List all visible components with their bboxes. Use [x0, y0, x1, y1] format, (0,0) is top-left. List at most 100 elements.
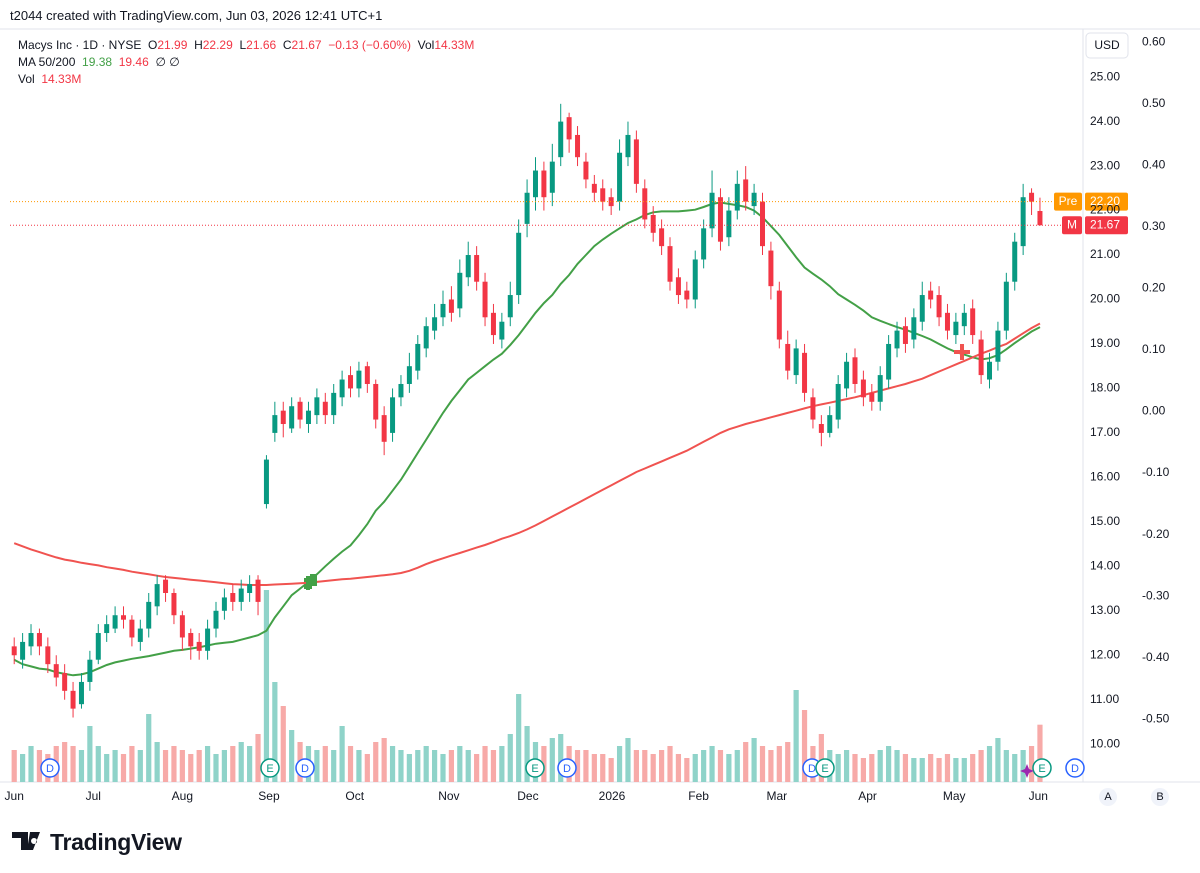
candle-body — [112, 615, 118, 629]
y-tick-label: 24.00 — [1090, 114, 1120, 128]
candle-body — [289, 406, 295, 429]
volume-bar — [263, 590, 270, 782]
event-label: D — [808, 763, 816, 775]
candle-body — [331, 392, 337, 416]
candle-body — [78, 681, 84, 705]
volume-bar — [650, 754, 656, 782]
volume-bar — [406, 754, 412, 782]
candle-body — [188, 633, 194, 647]
candle-body — [263, 459, 269, 505]
vol-value: 14.33M — [434, 38, 475, 52]
axis-button[interactable] — [1099, 788, 1117, 806]
candle-body — [406, 366, 412, 384]
candle-body — [776, 290, 782, 340]
volume-bar — [238, 742, 244, 782]
event-badge — [525, 758, 545, 778]
volume-bar — [1037, 724, 1043, 782]
volume-bar — [701, 750, 707, 782]
volume-bar — [852, 754, 858, 782]
axis-button[interactable] — [1151, 788, 1169, 806]
candle-body — [675, 277, 681, 296]
candle-body — [62, 673, 68, 691]
candle-body — [490, 312, 496, 336]
volume-bar — [255, 734, 261, 782]
volume-bar — [953, 758, 959, 782]
candle-body — [516, 232, 522, 296]
volume-bar — [457, 746, 463, 782]
ohlc-letter: C — [282, 38, 292, 52]
event-label: D — [46, 763, 54, 775]
volume-bar — [415, 750, 421, 782]
volume-layer — [11, 590, 1043, 782]
candle-body — [650, 214, 656, 233]
candle-body — [827, 415, 833, 433]
volume-bar — [1028, 746, 1035, 782]
y2-tick-label: 0.60 — [1142, 34, 1166, 48]
volume-bar — [516, 694, 522, 782]
y-tick-label: 12.00 — [1090, 647, 1120, 661]
axis-button-label[interactable]: B — [1156, 791, 1163, 803]
candle-body — [524, 192, 530, 224]
moving-average — [13, 322, 1041, 586]
y-tick-label: 13.00 — [1090, 603, 1120, 617]
y2-tick-label: -0.20 — [1142, 527, 1170, 541]
close-price-bg — [1085, 216, 1128, 235]
volume-bar — [583, 750, 589, 782]
candle-body — [549, 161, 555, 193]
volume-bar — [524, 726, 530, 782]
volume-bar — [936, 758, 942, 782]
y2-tick-label: 0.00 — [1142, 404, 1166, 418]
volume-bar — [986, 746, 993, 782]
volume-bar — [734, 750, 740, 782]
y2-tick-label: 0.40 — [1142, 158, 1166, 172]
volume-bar — [213, 754, 219, 782]
y-tick-label: 19.00 — [1090, 336, 1120, 350]
y-tick-label: 17.00 — [1090, 425, 1120, 439]
volume-bar — [541, 746, 547, 782]
currency-button[interactable] — [1085, 32, 1129, 59]
candle-body — [919, 295, 925, 322]
x-tick-label: 2026 — [599, 789, 626, 803]
ohlc-value: 21.99 — [157, 38, 188, 52]
volume-bar — [78, 750, 85, 782]
volume-bar — [549, 738, 555, 782]
logo-icon — [12, 832, 40, 850]
candle-body — [928, 290, 934, 300]
candle-body — [894, 330, 900, 349]
y-tick-label: 16.00 — [1090, 470, 1120, 484]
volume-bar — [331, 750, 337, 782]
ohlc-letter: H — [194, 38, 203, 52]
y-tick-label: 21.00 — [1090, 247, 1120, 261]
volume-bar — [860, 758, 866, 782]
ma-layer — [13, 201, 1041, 677]
x-tick-label: Feb — [688, 789, 709, 803]
volume-bar — [499, 746, 505, 782]
candle-body — [617, 152, 623, 202]
candle-body — [230, 592, 236, 602]
volume-bar — [381, 738, 387, 782]
golden-cross-marker — [304, 574, 317, 590]
volume-bar — [1020, 750, 1026, 782]
volume-bar — [928, 754, 934, 782]
candle-body — [221, 597, 227, 611]
volume-bar — [322, 746, 328, 782]
currency-label[interactable]: USD — [1094, 38, 1120, 52]
event-badge — [1032, 758, 1052, 778]
volume-bar — [11, 750, 17, 782]
candle-body — [457, 272, 463, 309]
axis-button-label[interactable]: A — [1104, 791, 1112, 803]
volume-bar — [507, 734, 513, 782]
volume-bar — [886, 746, 892, 782]
candle-body — [390, 397, 396, 433]
candle-body — [583, 161, 589, 180]
candle-body — [608, 197, 614, 207]
ma-extra: ∅ ∅ — [155, 55, 180, 69]
candle-body — [205, 628, 211, 651]
x-tick-label: Mar — [766, 789, 787, 803]
event-badge — [815, 758, 835, 778]
candle-body — [322, 401, 328, 416]
volume-bar — [356, 750, 362, 782]
candle-body — [911, 317, 917, 340]
candle-body — [280, 410, 286, 425]
y-tick-label: 22.00 — [1090, 203, 1120, 217]
